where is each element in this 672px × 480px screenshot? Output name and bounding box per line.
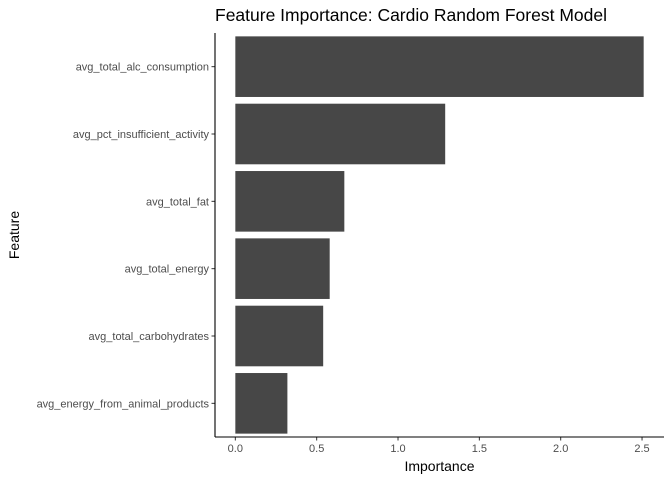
- x-axis-title: Importance: [404, 458, 474, 474]
- x-tick-label: 2.5: [634, 443, 649, 455]
- bar-avg-total-carbohydrates: [235, 305, 324, 367]
- bar-avg-energy-from-animal-products: [235, 373, 288, 434]
- y-tick-label: avg_total_alc_consumption: [76, 62, 209, 74]
- bar-avg-total-energy: [235, 238, 330, 299]
- y-tick-label: avg_energy_from_animal_products: [37, 398, 210, 410]
- bar-avg-total-alc-consumption: [235, 36, 644, 97]
- x-axis-ticks: 0.0 0.5 1.0 1.5 2.0 2.5: [228, 437, 650, 455]
- x-tick-label: 1.5: [472, 443, 487, 455]
- bars-group: [235, 36, 644, 434]
- bar-avg-pct-insufficient-activity: [235, 103, 446, 165]
- x-tick-label: 0.5: [309, 443, 324, 455]
- y-axis-ticks: avg_total_alc_consumption avg_pct_insuffi…: [37, 62, 215, 410]
- y-tick-label: avg_total_fat: [146, 196, 209, 208]
- y-axis-title: Feature: [6, 211, 22, 259]
- x-tick-label: 0.0: [228, 443, 243, 455]
- bar-avg-total-fat: [235, 171, 345, 232]
- y-tick-label: avg_total_energy: [125, 264, 210, 276]
- x-tick-label: 2.0: [553, 443, 568, 455]
- x-tick-label: 1.0: [390, 443, 405, 455]
- y-tick-label: avg_pct_insufficient_activity: [73, 129, 210, 141]
- y-tick-label: avg_total_carbohydrates: [89, 331, 210, 343]
- chart-title: Feature Importance: Cardio Random Forest…: [215, 5, 607, 25]
